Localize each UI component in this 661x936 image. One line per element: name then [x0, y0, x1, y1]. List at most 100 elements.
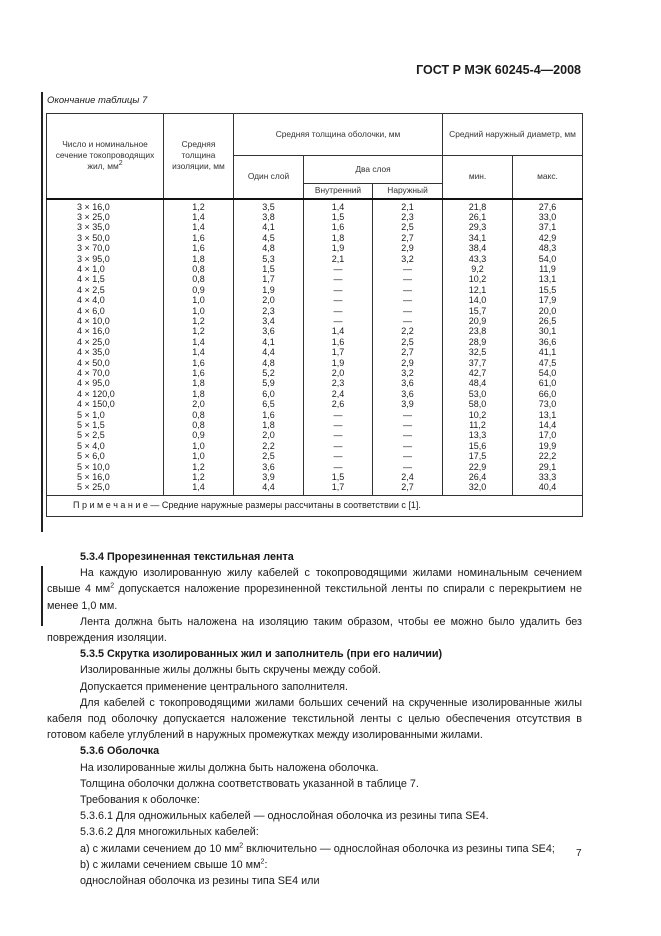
table-cell: 17,9: [512, 295, 584, 306]
table-cell: 5,9: [233, 378, 304, 389]
table-cell: 48,3: [512, 243, 584, 254]
table-cell: 4,4: [233, 347, 304, 358]
section-heading: 5.3.4 Прорезиненная текстильная лента: [80, 551, 294, 563]
table-cell: 32,5: [442, 347, 514, 358]
table-cell: 13,1: [512, 274, 584, 285]
table-cell: 0,8: [163, 274, 234, 285]
table-cell: 4,8: [233, 357, 304, 368]
table-cell: 4 × 4,0: [46, 295, 164, 306]
table-cell: 34,1: [442, 232, 514, 244]
table-cell: 3,8: [233, 211, 304, 223]
table-cell: 2,6: [303, 399, 373, 410]
table-cell: 3,2: [371, 368, 444, 379]
table-cell: 2,9: [371, 357, 444, 368]
table-cell: 14,0: [442, 295, 514, 306]
table-cell: 29,3: [442, 222, 514, 233]
table-cell: 3,2: [371, 253, 444, 264]
table-cell: 0,8: [163, 263, 234, 275]
section-heading: 5.3.5 Скрутка изолированных жил и заполн…: [80, 648, 443, 661]
paragraph: На изолированные жилы должна быть наложе…: [80, 761, 379, 774]
list-item: a) с жилами сечением до 10 мм2 включител…: [80, 842, 555, 855]
table-cell: 42,9: [512, 232, 584, 244]
table-cell: 19,9: [512, 440, 584, 452]
clause: 5.3.6.1 Для одножильных кабелей — односл…: [80, 810, 489, 823]
table-row: 5 × 1,0 0,8 1,6— —10,2 13,1: [46, 409, 584, 421]
table-cell: 1,2: [163, 461, 234, 473]
table-cell: 1,4: [163, 347, 234, 358]
table-cell: 1,0: [163, 305, 234, 316]
table-row: 3 × 95,0 1,8 5,3 2,1 3,2 43,3 54,0: [46, 253, 584, 264]
table-cell: 5 × 6,0: [46, 451, 164, 462]
table-cell: —: [371, 263, 444, 275]
table-cell: 10,2: [442, 409, 514, 421]
table-row: 4 × 1,0 0,8 1,5— —9,2 11,9: [46, 263, 584, 275]
table-cell: 4 × 150,0: [46, 399, 164, 410]
table-cell: 2,1: [371, 198, 444, 212]
table-cell: 1,4: [163, 336, 234, 348]
table-cell: 43,3: [442, 253, 514, 264]
paragraph: однослойная оболочка из резины типа SE4 …: [80, 875, 320, 888]
table-cell: 15,7: [442, 305, 514, 316]
table-cell: 1,6: [163, 357, 234, 368]
table-row: 5 × 6,0 1,0 2,5— —17,5 22,2: [46, 451, 584, 462]
table-cell: —: [303, 420, 373, 431]
table-row: 4 × 25,0 1,4 4,1 1,6 2,5 28,9 36,6: [46, 336, 584, 348]
section-heading: 5.3.6 Оболочка: [80, 745, 160, 758]
table-cell: 30,1: [512, 326, 584, 337]
table-cell: 2,5: [371, 336, 444, 348]
table-cell: 6,0: [233, 388, 304, 400]
table-row: 3 × 16,0 1,2 3,5 1,4 2,1 21,8 27,6: [46, 198, 584, 212]
table-note: П р и м е ч а н и е — Средние наружные р…: [45, 494, 584, 517]
table-cell: 2,0: [233, 430, 304, 441]
table-cell: 42,7: [442, 368, 514, 379]
table-cell: 5 × 1,0: [46, 409, 164, 421]
table-cell: —: [371, 295, 444, 306]
table-cell: 37,7: [442, 357, 514, 368]
header-two-layers: Два слоя: [302, 155, 444, 184]
table-cell: 1,5: [233, 263, 304, 275]
table-cell: 1,2: [163, 326, 234, 337]
header-conductors: Число и номинальное сечение токопроводящ…: [46, 113, 164, 200]
table-row: 5 × 25,0 1,4 4,4 1,7 2,7 32,0 40,4: [46, 482, 584, 496]
table-cell: 14,4: [512, 420, 584, 431]
table-cell: 26,1: [442, 211, 514, 223]
table-row: 4 × 70,0 1,6 5,2 2,0 3,2 42,7 54,0: [46, 368, 584, 379]
table-cell: 29,1: [512, 461, 584, 473]
table-cell: 4 × 1,5: [46, 274, 164, 285]
table-row: 4 × 4,0 1,0 2,0— —14,0 17,9: [46, 295, 584, 306]
table-cell: 1,2: [163, 472, 234, 483]
table-cell: —: [303, 284, 373, 296]
table-cell: 4,1: [233, 336, 304, 348]
table-cell: —: [371, 461, 444, 473]
table-cell: 1,4: [163, 482, 234, 496]
table-cell: 13,1: [512, 409, 584, 421]
table-cell: —: [303, 461, 373, 473]
table-cell: 54,0: [512, 368, 584, 379]
table-row: 3 × 35,0 1,4 4,1 1,6 2,5 29,3 37,1: [46, 222, 584, 233]
table-cell: 1,4: [303, 198, 373, 212]
table-row: 4 × 6,0 1,0 2,3— —15,7 20,0: [46, 305, 584, 316]
table-cell: 5 × 16,0: [46, 472, 164, 483]
header-diameter: Средний наружный диаметр, мм: [442, 113, 584, 156]
paragraph: На каждую изолированную жилу кабелей с т…: [47, 567, 582, 612]
table-row: 4 × 150,0 2,0 6,5 2,6 3,9 58,0 73,0: [46, 399, 584, 410]
table-cell: 5 × 2,5: [46, 430, 164, 441]
table-cell: 2,4: [371, 472, 444, 483]
table-cell: 0,9: [163, 284, 234, 296]
table-cell: 13,3: [442, 430, 514, 441]
table-row: 4 × 1,5 0,8 1,7— —10,2 13,1: [46, 274, 584, 285]
table-cell: 2,3: [371, 211, 444, 223]
table-cell: 58,0: [442, 399, 514, 410]
table-cell: 4 × 6,0: [46, 305, 164, 316]
table-cell: 37,1: [512, 222, 584, 233]
table-row: 5 × 2,5 0,9 2,0— —13,3 17,0: [46, 430, 584, 441]
table-cell: 28,9: [442, 336, 514, 348]
table-cell: 3,6: [371, 388, 444, 400]
header-inner: Внутренний: [303, 183, 373, 200]
table-cell: —: [303, 451, 373, 462]
table-cell: 17,5: [442, 451, 514, 462]
table-cell: 4 × 2,5: [46, 284, 164, 296]
table-cell: 22,2: [512, 451, 584, 462]
clause: 5.3.6.2 Для многожильных кабелей:: [80, 826, 259, 839]
table-cell: 4,8: [233, 243, 304, 254]
